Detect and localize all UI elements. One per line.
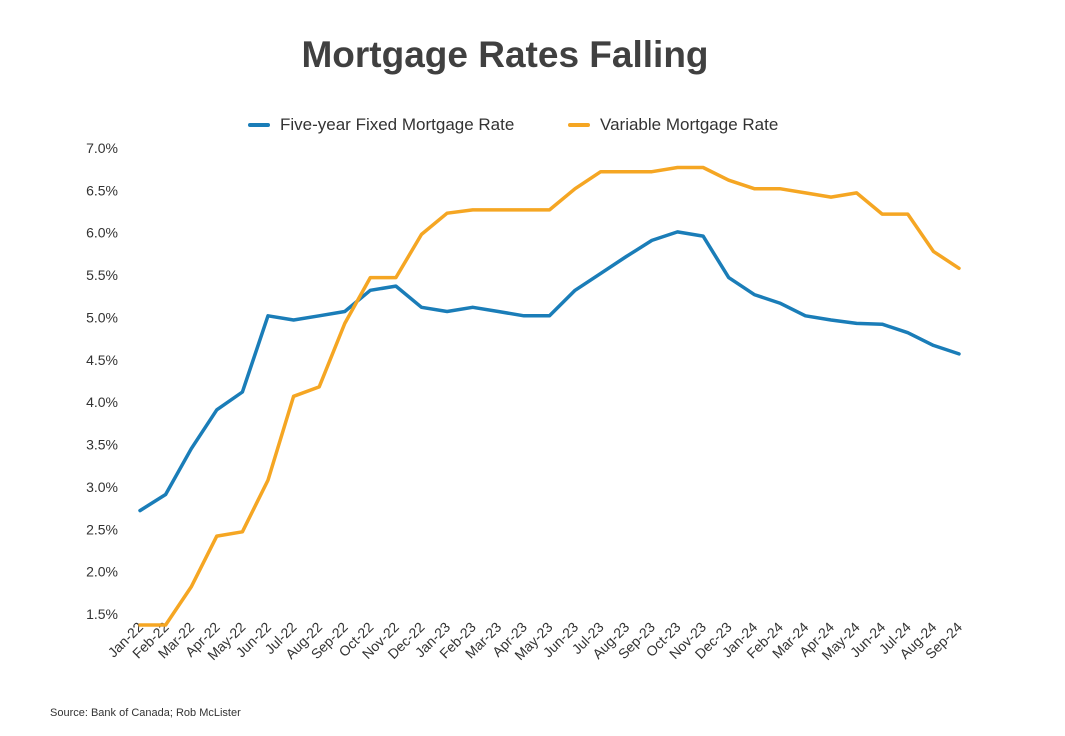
series-line-fixed <box>138 230 961 513</box>
y-tick-label: 2.5% <box>86 521 118 537</box>
y-tick-label: 2.0% <box>86 564 118 580</box>
legend-item-fixed: Five-year Fixed Mortgage Rate <box>248 115 514 135</box>
y-tick-label: 4.0% <box>86 394 118 410</box>
chart-title: Mortgage Rates Falling <box>301 34 709 75</box>
y-tick-label: 3.0% <box>86 479 118 495</box>
y-tick-label: 6.5% <box>86 182 118 198</box>
y-tick-label: 5.0% <box>86 309 118 325</box>
y-tick-label: 7.0% <box>86 140 118 156</box>
legend-label-fixed: Five-year Fixed Mortgage Rate <box>280 115 515 134</box>
y-tick-label: 3.5% <box>86 437 118 453</box>
y-tick-label: 4.5% <box>86 352 118 368</box>
y-tick-label: 1.5% <box>86 606 118 622</box>
chart-legend: Five-year Fixed Mortgage Rate Variable M… <box>0 115 1065 139</box>
legend-swatch-variable <box>568 123 590 127</box>
y-tick-label: 5.5% <box>86 267 118 283</box>
y-tick-label: 6.0% <box>86 225 118 241</box>
series-line-variable <box>138 165 961 627</box>
legend-swatch-fixed <box>248 123 270 127</box>
source-note: Source: Bank of Canada; Rob McLister <box>50 707 241 719</box>
legend-item-variable: Variable Mortgage Rate <box>568 115 778 135</box>
legend-label-variable: Variable Mortgage Rate <box>600 115 779 134</box>
